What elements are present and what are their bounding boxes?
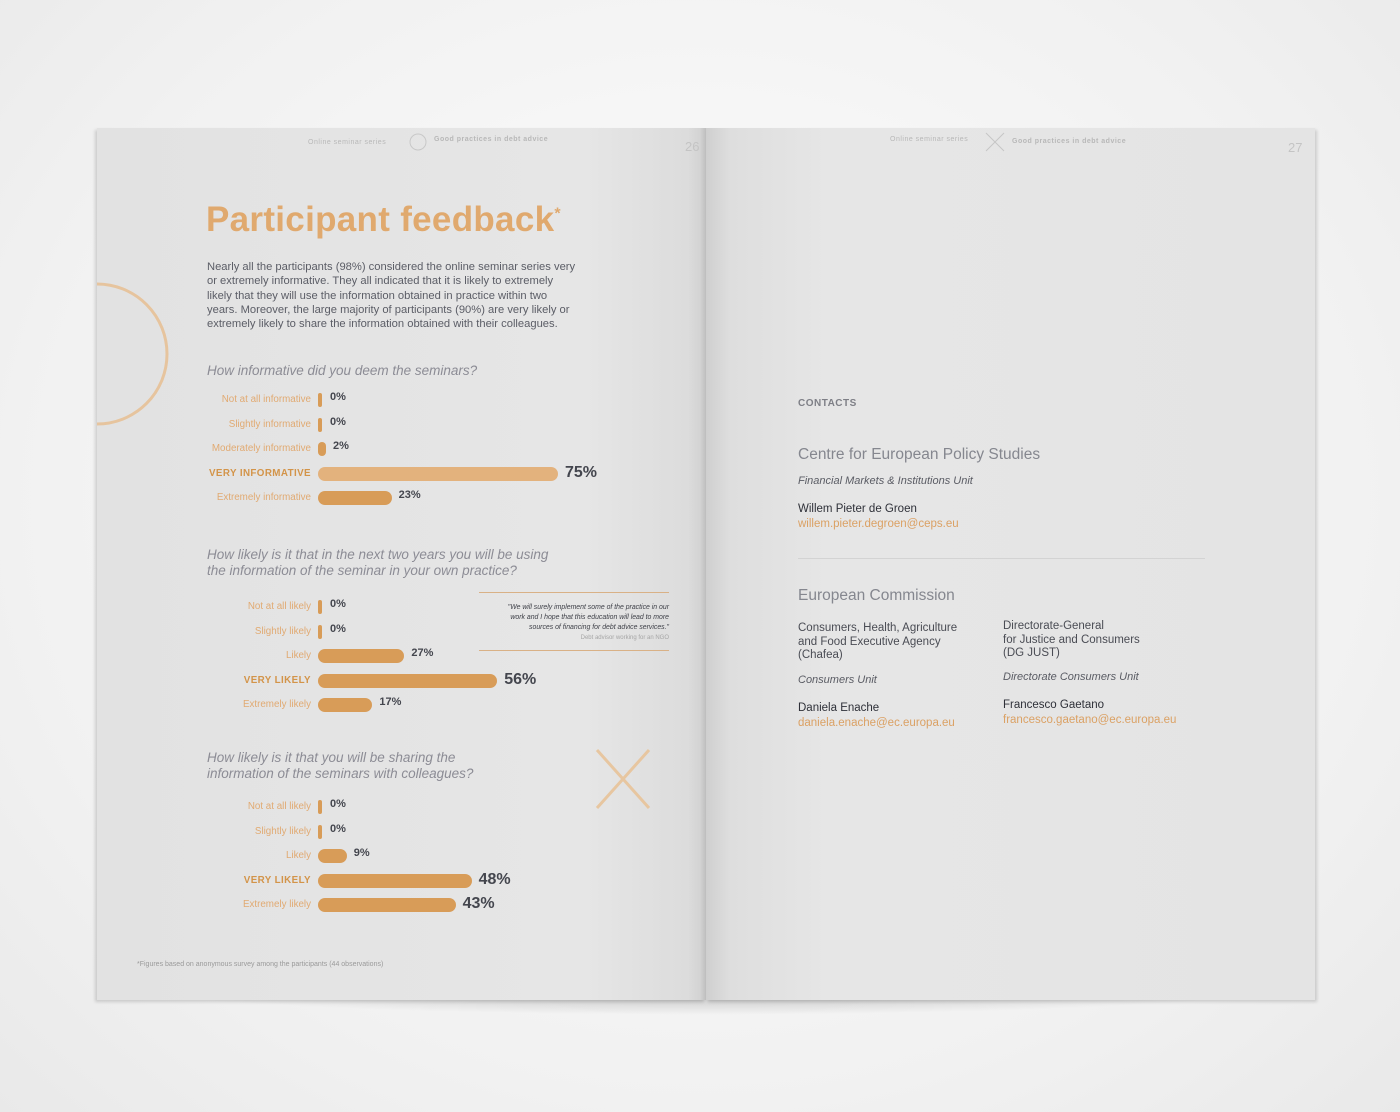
bar: [318, 393, 322, 407]
contacts-heading: CONTACTS: [798, 398, 857, 409]
page-number: 26: [685, 139, 700, 154]
x-cross-icon: [985, 132, 1005, 152]
dgjust-contact-name: Francesco Gaetano: [1003, 699, 1105, 711]
bar-label: Extremely likely: [242, 699, 311, 710]
bar-label: Likely: [285, 650, 311, 661]
bar: [318, 649, 405, 663]
ceps-unit: Financial Markets & Institutions Unit: [798, 475, 973, 487]
bar-label: VERY LIKELY: [243, 674, 311, 686]
bar-value-label: 75%: [565, 463, 598, 481]
dgjust-email-link[interactable]: francesco.gaetano@ec.europa.eu: [1003, 714, 1177, 726]
bar-label: Likely: [285, 850, 311, 861]
dgjust-agency: Directorate-General for Justice and Cons…: [1003, 620, 1140, 659]
left-page: Online seminar series Good practices in …: [97, 128, 706, 1000]
chafea-contact-name: Daniela Enache: [798, 702, 880, 714]
bar-label: Extremely informative: [216, 492, 311, 503]
bar-value-label: 17%: [379, 696, 402, 708]
bar-label: Moderately informative: [211, 443, 311, 454]
quote-top-rule: [479, 592, 669, 593]
bar: [318, 466, 558, 481]
bar-label: Slightly likely: [254, 625, 311, 637]
bar: [318, 698, 373, 712]
bar-label: Not at all informative: [221, 394, 311, 405]
footnote: *Figures based on anonymous survey among…: [137, 961, 384, 968]
bar-label: Not at all likely: [247, 601, 311, 612]
bar: [318, 898, 456, 912]
bar-value-label: 43%: [462, 895, 495, 912]
bar-label: Slightly likely: [254, 825, 311, 837]
quote-source: Debt advisor working for an NGO: [580, 635, 669, 641]
dgjust-unit: Directorate Consumers Unit: [1003, 671, 1139, 683]
bar-label: VERY LIKELY: [243, 874, 311, 886]
bar-value-label: 2%: [333, 440, 349, 452]
ceps-org: Centre for European Policy Studies: [798, 446, 1041, 463]
decorative-arc-icon: [97, 282, 169, 426]
ceps-email-link[interactable]: willem.pieter.degroen@ceps.eu: [798, 518, 959, 530]
right-page: Online seminar series Good practices in …: [706, 128, 1315, 1000]
page-title: Participant feedback*: [206, 200, 561, 239]
divider: [798, 558, 1205, 559]
header-series: Online seminar series: [890, 136, 969, 143]
chafea-unit: Consumers Unit: [798, 674, 877, 686]
bar-label: Extremely likely: [242, 899, 311, 910]
bar-value-label: 0%: [330, 598, 346, 610]
chart-2-question: How likely is it that in the next two ye…: [207, 547, 549, 578]
bar: [318, 417, 322, 432]
header-series: Online seminar series: [308, 139, 387, 146]
ec-org: European Commission: [798, 587, 955, 604]
header-subtitle: Good practices in debt advice: [434, 136, 549, 143]
chart-1-question: How informative did you deem the seminar…: [207, 363, 478, 378]
chafea-agency: Consumers, Health, Agriculture and Food …: [798, 622, 958, 661]
intro-paragraph: Nearly all the participants (98%) consid…: [207, 261, 576, 331]
bar: [318, 849, 347, 863]
bar-value-label: 9%: [353, 847, 370, 859]
bar: [318, 873, 472, 888]
bar-label: Slightly informative: [228, 418, 311, 430]
bar: [318, 824, 322, 839]
quote-bottom-rule: [479, 650, 669, 651]
bar-value-label: 0%: [330, 622, 346, 635]
circle-outline-icon: [409, 133, 427, 151]
bar: [318, 673, 498, 688]
bar-value-label: 56%: [504, 670, 537, 688]
bar-value-label: 23%: [398, 489, 421, 501]
bar-value-label: 27%: [411, 647, 434, 659]
bar: [318, 600, 322, 614]
x-cross-icon: [595, 748, 651, 810]
bar-label: VERY INFORMATIVE: [208, 467, 311, 479]
bar-value-label: 0%: [330, 391, 346, 403]
bar-value-label: 48%: [478, 870, 511, 888]
chart-3-question: How likely is it that you will be sharin…: [207, 750, 474, 781]
bar-label: Not at all likely: [247, 801, 311, 812]
testimonial-quote: "We will surely implement some of the pr…: [507, 604, 669, 631]
ceps-contact-name: Willem Pieter de Groen: [798, 503, 917, 515]
bar: [318, 800, 322, 814]
bar: [318, 442, 326, 456]
bar-value-label: 0%: [330, 415, 346, 428]
page-number: 27: [1288, 140, 1303, 155]
chafea-email-link[interactable]: daniela.enache@ec.europa.eu: [798, 717, 955, 729]
header-subtitle: Good practices in debt advice: [1012, 138, 1127, 145]
bar-value-label: 0%: [330, 822, 346, 835]
bar-value-label: 0%: [330, 798, 346, 810]
bar: [318, 491, 392, 505]
bar: [318, 624, 322, 639]
